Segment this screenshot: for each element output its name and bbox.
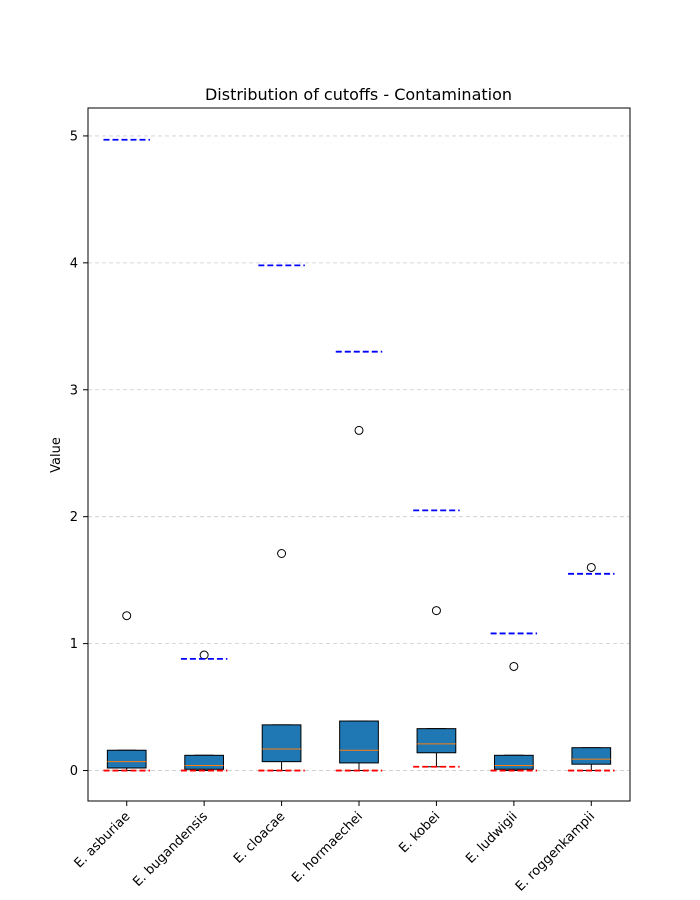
y-tick-label: 3 [70, 383, 78, 398]
y-tick-label: 2 [70, 510, 78, 525]
y-tick-label: 0 [70, 764, 78, 779]
box [494, 754, 534, 770]
grid-lines [88, 135, 630, 771]
outlier-point [199, 650, 209, 660]
x-tick-label: E. kobei [396, 809, 443, 856]
outlier-point [122, 611, 132, 621]
outlier-point [509, 661, 519, 671]
y-tick-label: 1 [70, 637, 78, 652]
x-tick-label: E. bugandensis [130, 809, 211, 890]
x-tick-label: E. asburiae [72, 809, 134, 871]
x-tick-label: E. cloacae [231, 809, 288, 866]
box [339, 720, 379, 764]
outlier-point [354, 425, 364, 435]
outlier-point [431, 606, 441, 616]
box [184, 754, 225, 770]
x-tick-label: E. roggenkampii [513, 809, 598, 894]
chart-title: Distribution of cutoffs - Contamination [205, 85, 512, 104]
plot-area [103, 138, 615, 772]
x-tick-label: E. hormaechei [289, 809, 366, 886]
box [106, 749, 147, 769]
y-tick-label: 5 [70, 129, 78, 144]
box [261, 724, 302, 763]
plot-frame [87, 107, 631, 802]
outlier-point [277, 549, 287, 558]
y-axis-label: Value [49, 437, 64, 473]
box [571, 747, 612, 765]
box [416, 728, 457, 754]
y-tick-label: 4 [70, 256, 78, 271]
x-tick-label: E. ludwigii [463, 809, 520, 866]
outlier-point [586, 562, 596, 572]
